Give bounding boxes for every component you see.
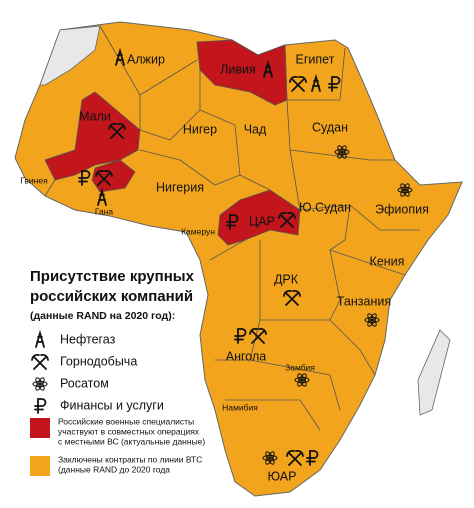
legend-text: с местными ВС (актуальные данные)	[58, 436, 205, 446]
legend-swatch	[30, 456, 50, 476]
mining-icon	[31, 353, 49, 370]
country-label: Гвинея	[20, 175, 48, 185]
country-label: Нигерия	[156, 180, 204, 194]
burkina	[91, 159, 136, 193]
country-label: Мали	[79, 109, 111, 123]
country-label: Эфиопия	[375, 202, 429, 216]
country-label: Нигер	[183, 122, 217, 136]
country-label: Ю.Судан	[299, 200, 351, 214]
legend: Присутствие крупных российских компаний …	[30, 268, 205, 476]
country-label: Египет	[296, 52, 335, 66]
country-label: Алжир	[127, 52, 165, 66]
legend-text: участвуют в совместных операциях	[58, 426, 200, 436]
legend-label: Нефтегаз	[60, 332, 116, 346]
country-labels: Алжир Ливия Египет Мали Нигер Чад Судан …	[20, 52, 429, 483]
country-label: Камерун	[181, 226, 215, 236]
country-label: Судан	[312, 120, 348, 134]
country-label: ДРК	[274, 272, 299, 286]
country-label: Кения	[370, 254, 405, 268]
legend-subtitle: (данные RAND на 2020 год):	[30, 310, 175, 322]
legend-title: Присутствие крупных	[30, 268, 195, 285]
legend-text: Российские военные специалисты	[58, 416, 194, 426]
legend-text: (данные RAND до 2020 года	[58, 464, 170, 474]
ruble-icon	[34, 398, 47, 414]
legend-label: Финансы и услуги	[60, 398, 164, 412]
country-label: Замбия	[285, 362, 315, 372]
country-label: Намибия	[222, 402, 258, 412]
country-label: Танзания	[337, 294, 391, 308]
atom-icon	[32, 376, 48, 392]
country-label: Гана	[95, 206, 114, 216]
legend-text: Заключены контракты по линии ВТС	[58, 454, 202, 464]
madagascar	[417, 329, 451, 416]
borders	[44, 25, 420, 431]
oil-icon	[35, 332, 45, 348]
country-label: Ливия	[220, 62, 256, 76]
legend-swatch	[30, 418, 50, 438]
country-label: Ангола	[226, 349, 266, 363]
legend-title: российских компаний	[30, 288, 193, 305]
legend-label: Горнодобыча	[60, 354, 137, 368]
country-label: Чад	[244, 122, 267, 136]
country-label: ЦАР	[249, 214, 275, 228]
car	[217, 189, 301, 246]
country-label: ЮАР	[268, 469, 297, 483]
legend-label: Росатом	[60, 376, 109, 390]
libya	[196, 39, 288, 106]
